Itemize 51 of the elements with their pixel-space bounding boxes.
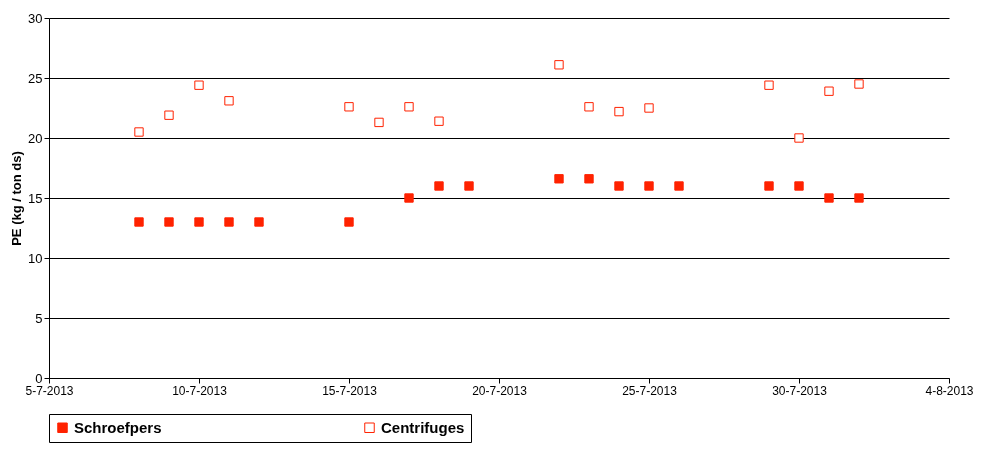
x-tick-label: 30-7-2013	[772, 383, 828, 398]
point	[854, 79, 864, 89]
y-tick-label: 5	[35, 310, 43, 326]
point	[644, 103, 654, 113]
point	[254, 217, 264, 227]
point	[554, 60, 564, 70]
point	[614, 106, 624, 117]
point	[554, 174, 564, 184]
point	[614, 181, 624, 191]
point	[464, 181, 474, 191]
point	[134, 127, 144, 137]
y-tick-label: 15	[28, 190, 43, 206]
x-tick-label: 5-7-2013	[25, 383, 74, 398]
x-tick-label: 25-7-2013	[622, 383, 678, 398]
x-tick-label: 20-7-2013	[472, 383, 528, 398]
point	[794, 181, 804, 191]
y-tick-label: 0	[35, 370, 43, 386]
legend-label: Centrifuges	[381, 418, 465, 436]
y-axis-title: PE (kg / ton ds)	[9, 151, 25, 246]
y-tick-label: 30	[28, 10, 43, 26]
x-tick-label: 15-7-2013	[322, 383, 378, 398]
point	[344, 102, 354, 112]
point	[584, 102, 594, 112]
point	[164, 110, 174, 120]
point	[794, 133, 804, 143]
x-tick-label: 10-7-2013	[172, 383, 228, 398]
point	[764, 80, 774, 90]
point	[134, 217, 144, 227]
y-tick-label: 20	[28, 130, 43, 146]
point	[434, 116, 444, 126]
point	[584, 174, 594, 184]
point	[644, 181, 654, 191]
point	[404, 102, 414, 112]
point	[164, 217, 174, 227]
point	[374, 117, 384, 128]
point	[224, 217, 234, 227]
point	[194, 80, 204, 90]
point	[194, 217, 204, 227]
point	[854, 193, 864, 203]
point	[824, 86, 834, 96]
y-tick-label: 10	[28, 250, 43, 266]
point	[344, 217, 354, 227]
y-tick-label: 25	[28, 70, 43, 86]
point	[224, 96, 234, 106]
point	[674, 181, 684, 191]
point	[434, 181, 444, 191]
point	[404, 193, 414, 203]
x-tick-label: 4-8-2013	[925, 383, 974, 398]
point	[764, 181, 774, 191]
legend-label: Schroefpers	[74, 418, 162, 436]
point	[824, 193, 834, 203]
